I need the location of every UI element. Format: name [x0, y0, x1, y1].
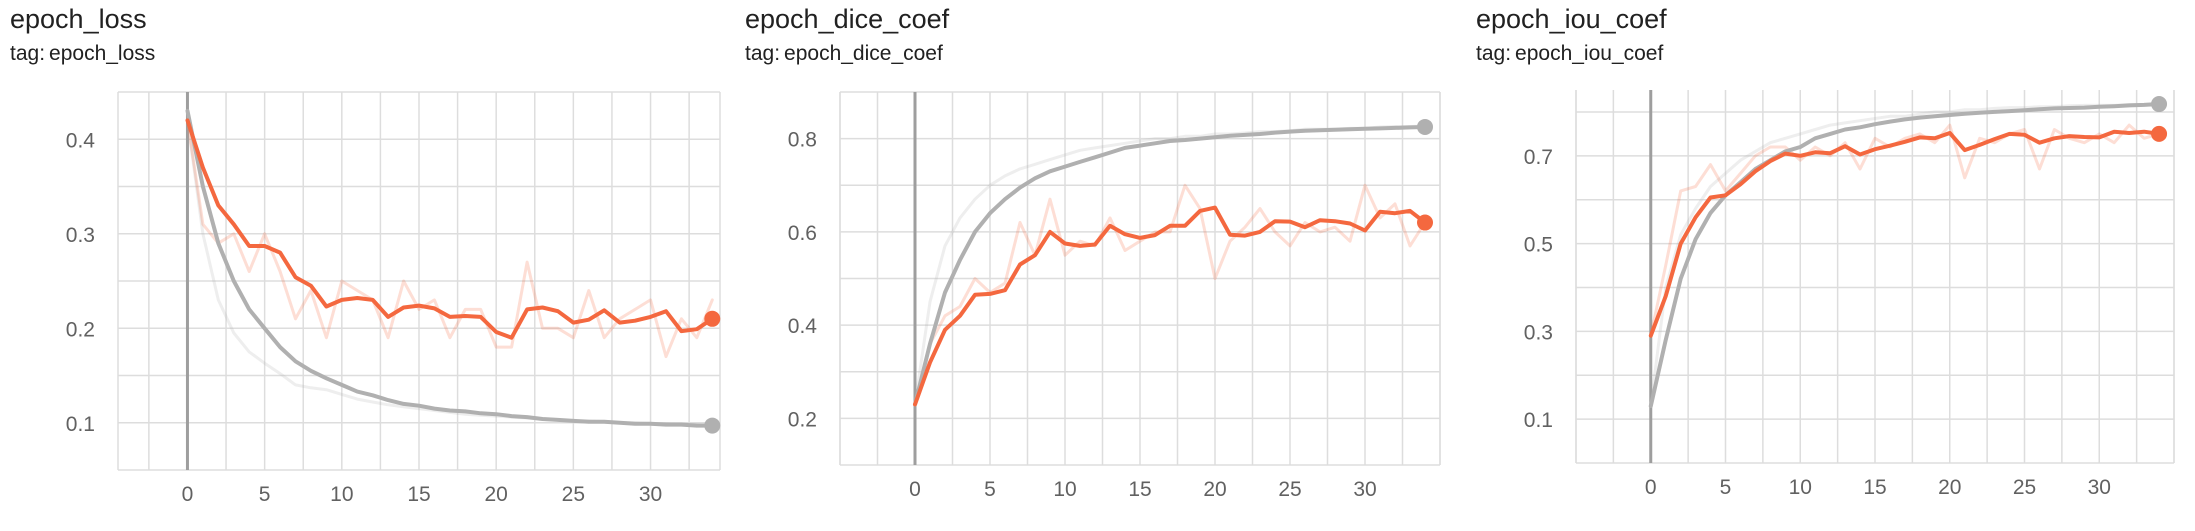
x-tick-label: 30	[1353, 478, 1376, 501]
tag-value: epoch_loss	[49, 42, 156, 65]
y-tick-label: 0.8	[788, 129, 817, 152]
chart-tag: tag: epoch_dice_coef	[745, 42, 943, 66]
series-line-smoothed-val	[185, 108, 715, 428]
x-tick-label: 0	[1645, 476, 1657, 499]
series-line-smoothed-val	[913, 125, 1427, 407]
end-marker-train	[1417, 214, 1433, 231]
chart-title: epoch_dice_coef	[745, 4, 950, 34]
x-tick-label: 30	[2088, 476, 2111, 499]
chart-tag: tag: epoch_loss	[10, 42, 155, 66]
x-tick-label: 15	[1863, 476, 1886, 499]
chart-tag: tag: epoch_iou_coef	[1476, 42, 1663, 66]
y-tick-label: 0.4	[66, 129, 96, 152]
x-tick-label: 25	[562, 483, 585, 506]
y-tick-label: 0.7	[1524, 146, 1553, 169]
y-tick-label: 0.1	[1524, 409, 1553, 432]
x-tick-label: 0	[909, 478, 921, 501]
y-tick-label: 0.3	[1524, 321, 1553, 344]
series-line-raw-train	[913, 183, 1427, 406]
x-tick-label: 30	[639, 483, 662, 506]
y-tick-label: 0.4	[788, 315, 818, 338]
series-line-smoothed-train	[185, 118, 715, 340]
series-line-smoothed-train	[1648, 129, 2162, 338]
x-tick-label: 20	[484, 483, 507, 506]
x-tick-label: 10	[1789, 476, 1812, 499]
series-line-raw-train	[186, 118, 714, 359]
end-marker-val	[2151, 96, 2168, 113]
tag-label: tag:	[745, 42, 781, 65]
y-tick-label: 0.6	[788, 222, 817, 245]
x-tick-label: 25	[1278, 478, 1301, 501]
end-marker-train	[2151, 125, 2168, 142]
x-tick-label: 20	[1203, 478, 1226, 501]
end-marker-val	[704, 417, 721, 434]
x-tick-label: 10	[1053, 478, 1076, 501]
chart-title: epoch_loss	[10, 4, 147, 34]
chart-title: epoch_iou_coef	[1476, 4, 1667, 34]
x-tick-label: 15	[407, 483, 430, 506]
y-tick-label: 0.2	[66, 318, 95, 341]
x-tick-label: 10	[330, 483, 353, 506]
x-tick-label: 20	[1938, 476, 1961, 499]
y-tick-label: 0.3	[66, 224, 95, 247]
series-line-raw-val	[1649, 102, 2161, 408]
x-tick-label: 25	[2013, 476, 2036, 499]
x-tick-label: 0	[182, 483, 194, 506]
tag-value: epoch_iou_coef	[1515, 42, 1664, 65]
end-marker-train	[704, 310, 721, 327]
y-tick-label: 0.5	[1524, 234, 1553, 257]
series-line-smoothed-train	[913, 205, 1427, 407]
y-tick-label: 0.1	[66, 413, 95, 436]
series-line-smoothed-val	[1648, 102, 2162, 408]
x-tick-label: 5	[1720, 476, 1732, 499]
tag-label: tag:	[10, 42, 46, 65]
end-marker-val	[1417, 118, 1433, 135]
tag-label: tag:	[1476, 42, 1512, 65]
tag-value: epoch_dice_coef	[784, 42, 943, 65]
x-tick-label: 5	[259, 483, 271, 506]
x-tick-label: 15	[1128, 478, 1151, 501]
x-tick-label: 5	[984, 478, 996, 501]
y-tick-label: 0.2	[788, 408, 817, 431]
series-line-raw-train	[1649, 123, 2161, 338]
